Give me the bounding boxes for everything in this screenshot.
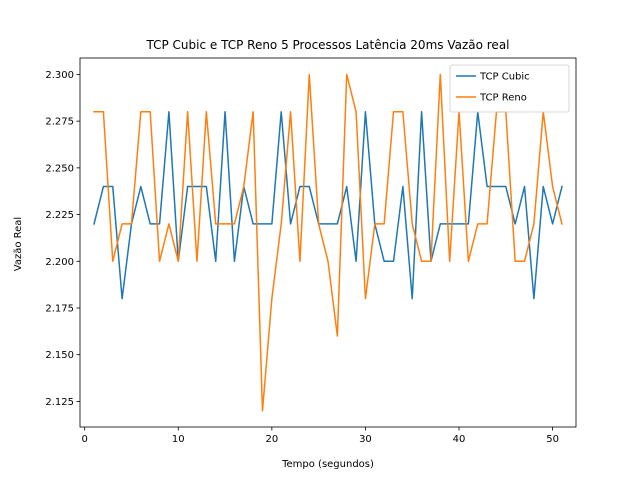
x-tick-label: 0 [81,434,87,445]
y-tick-label: 2.175 [45,303,74,314]
series-line-0 [93,111,563,300]
y-tick-label: 2.300 [45,70,74,81]
legend: TCP Cubic TCP Reno [449,64,570,113]
y-tick-label: 2.125 [45,397,74,408]
x-tick-label: 10 [172,434,185,445]
y-tick-label: 2.250 [45,163,74,174]
legend-box [449,64,570,113]
x-axis-ticks: 0 10 20 30 40 50 [81,427,559,445]
y-tick-label: 2.275 [45,117,74,128]
x-tick-label: 30 [359,434,372,445]
plot-frame [79,57,577,428]
x-tick-label: 40 [453,434,466,445]
series-line-1 [93,73,563,412]
x-tick-label: 50 [546,434,559,445]
x-tick-label: 20 [265,434,278,445]
legend-label-1: TCP Reno [479,93,527,104]
y-axis-label: Vazão Real [13,217,24,271]
y-tick-label: 2.150 [45,350,74,361]
y-tick-label: 2.225 [45,210,74,221]
y-tick-label: 2.200 [45,257,74,268]
chart-title: TCP Cubic e TCP Reno 5 Processos Latênci… [145,38,509,52]
plot-series [93,73,563,412]
x-axis-label: Tempo (segundos) [281,459,374,470]
legend-label-0: TCP Cubic [479,72,530,83]
y-axis-ticks: 2.125 2.150 2.175 2.200 2.225 2.250 2.275 2.300 [45,70,80,408]
